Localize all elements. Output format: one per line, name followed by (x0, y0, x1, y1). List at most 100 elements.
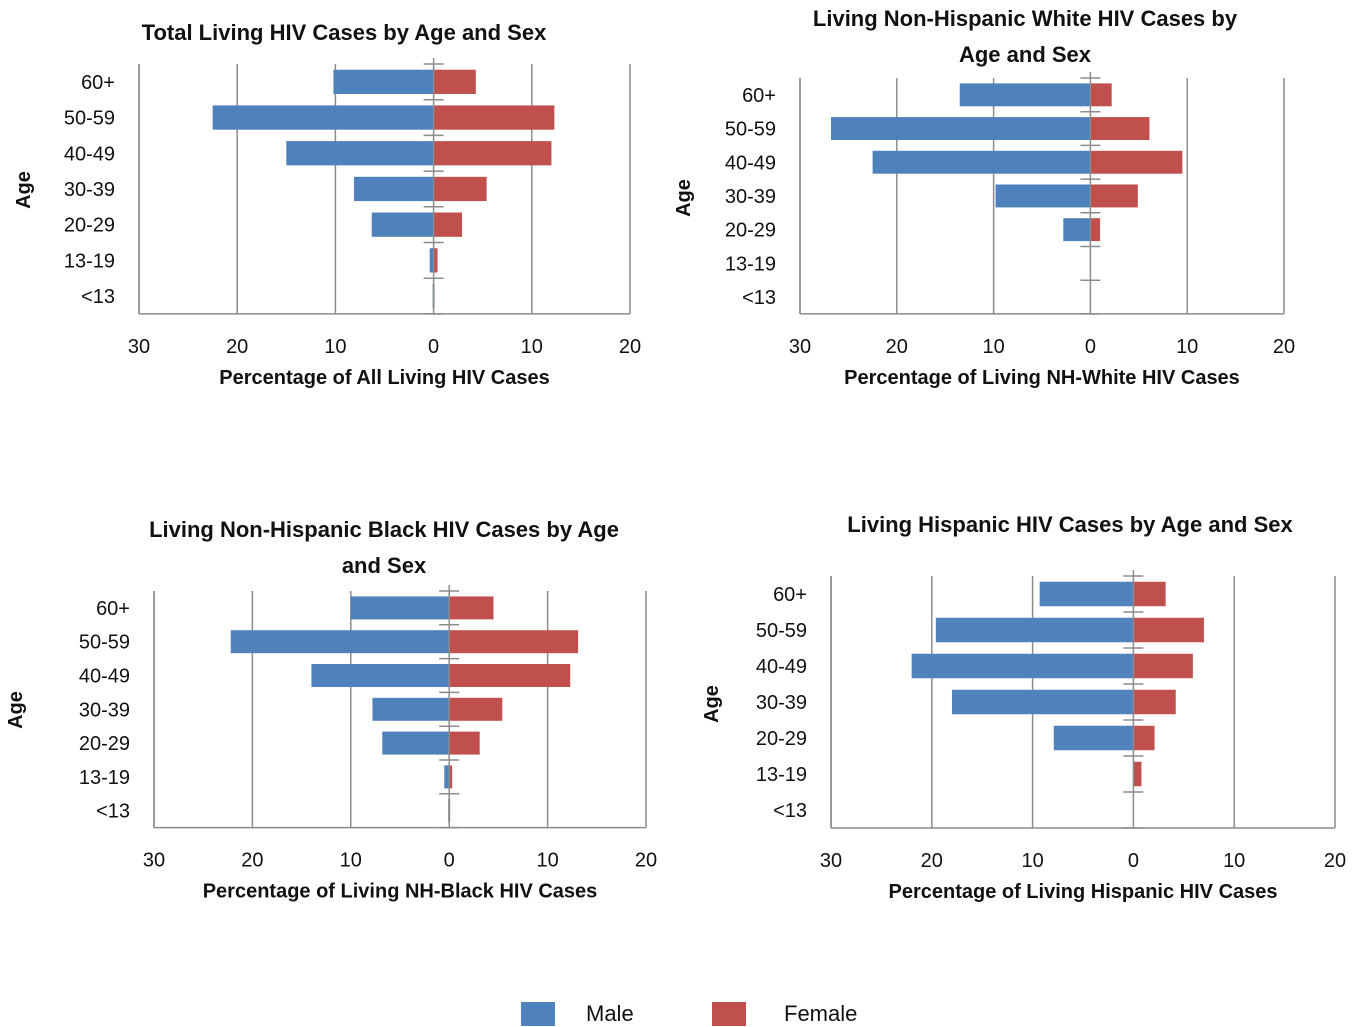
y-tick-label: <13 (96, 801, 130, 823)
y-tick-label: 60+ (96, 598, 130, 620)
x-tick-label: 10 (521, 336, 543, 358)
bar-female-50-59 (1133, 617, 1204, 643)
bar-female-60+ (1090, 83, 1112, 107)
bar-male-30-39 (951, 689, 1134, 715)
y-tick-label: 40-49 (79, 666, 130, 688)
x-axis-title: Percentage of All Living HIV Cases (219, 367, 549, 389)
bar-male-50-59 (212, 105, 434, 130)
y-tick-label: 50-59 (79, 632, 130, 654)
bar-male-30-39 (354, 176, 434, 202)
bar-male-60+ (350, 596, 450, 620)
x-tick-label: 0 (1085, 336, 1096, 358)
y-tick-label: 60+ (742, 85, 776, 107)
chart-2: 60+ 50-59 40-49 30-39 20-29 13-19 <13 30 20 10 0 10… (673, 6, 1295, 389)
x-tick-label: 30 (143, 850, 165, 872)
x-tick-label: 20 (921, 850, 943, 872)
x-tick-label: 30 (820, 850, 842, 872)
bar-male-40-49 (311, 664, 450, 687)
bar-female-30-39 (1133, 689, 1176, 715)
bar-male-60+ (959, 83, 1091, 107)
x-tick-label: 10 (1176, 336, 1198, 358)
x-tick-label: 20 (226, 336, 248, 358)
y-tick-label: 20-29 (64, 215, 115, 237)
y-tick-label: <13 (742, 287, 776, 309)
x-tick-label: 0 (1128, 850, 1139, 872)
legend-swatch-male (521, 1002, 555, 1026)
legend: Male Female (521, 1001, 857, 1026)
x-tick-label: 20 (619, 336, 641, 358)
bar-female-40-49 (1090, 150, 1183, 174)
y-tick-label: 60+ (81, 72, 115, 94)
y-tick-label: 30-39 (79, 699, 130, 721)
x-tick-label: 10 (340, 850, 362, 872)
y-tick-label: 50-59 (725, 119, 776, 141)
x-axis-title: Percentage of Living NH-White HIV Cases (844, 367, 1240, 389)
legend-label-male: Male (586, 1001, 634, 1026)
bar-male-40-49 (286, 141, 434, 166)
bar-female-20-29 (1133, 725, 1155, 751)
bar-male-50-59 (830, 117, 1091, 141)
x-tick-label: 10 (536, 850, 558, 872)
y-tick-label: 50-59 (64, 108, 115, 130)
x-tick-label: 0 (444, 850, 455, 872)
chart-4: 60+ 50-59 40-49 30-39 20-29 13-19 <13 30 20 10 0 10… (701, 512, 1346, 903)
bar-female-60+ (433, 69, 476, 94)
bar-male-20-29 (371, 212, 434, 237)
bar-male-50-59 (230, 630, 450, 654)
bar-male-40-49 (911, 653, 1134, 679)
bar-male-60+ (333, 69, 434, 94)
y-tick-label: 40-49 (756, 656, 807, 678)
x-tick-label: 10 (1223, 850, 1245, 872)
chart-3: 60+ 50-59 40-49 30-39 20-29 13-19 <13 30 20 10 0 10… (5, 517, 657, 903)
x-tick-label: 10 (324, 336, 346, 358)
bar-female-13-19 (1133, 761, 1142, 787)
bar-female-40-49 (449, 664, 571, 687)
bar-female-40-49 (433, 141, 552, 166)
bar-female-20-29 (449, 731, 480, 755)
y-axis-title: Age (13, 171, 35, 209)
y-tick-label: 13-19 (725, 253, 776, 275)
x-tick-label: 0 (428, 336, 439, 358)
y-tick-label: <13 (773, 800, 807, 822)
x-tick-label: 10 (1021, 850, 1043, 872)
x-tick-label: 20 (241, 850, 263, 872)
chart-title: Living Non-Hispanic White HIV Cases by (813, 6, 1238, 31)
legend-label-female: Female (784, 1001, 857, 1026)
y-tick-label: 50-59 (756, 620, 807, 642)
bar-male-20-29 (1053, 725, 1134, 751)
bar-male-30-39 (372, 697, 450, 721)
bar-male-13-19 (429, 248, 434, 273)
chart-title: Living Non-Hispanic Black HIV Cases by A… (149, 517, 619, 542)
bar-male-60+ (1039, 581, 1134, 607)
chart-title: and Sex (342, 553, 427, 578)
x-tick-label: 30 (128, 336, 150, 358)
y-tick-label: <13 (81, 286, 115, 308)
y-tick-label: 60+ (773, 584, 807, 606)
y-axis-title: Age (673, 179, 695, 217)
legend-swatch-female (712, 1002, 746, 1026)
bar-male-20-29 (382, 731, 450, 755)
y-axis-title: Age (701, 685, 723, 723)
bar-female-30-39 (1090, 184, 1138, 208)
y-tick-label: 40-49 (64, 143, 115, 165)
bar-female-13-19 (433, 248, 438, 273)
bar-female-50-59 (433, 105, 555, 130)
y-tick-label: 30-39 (725, 186, 776, 208)
y-tick-label: 20-29 (79, 733, 130, 755)
bar-female-50-59 (449, 630, 579, 654)
bar-female-13-19 (449, 765, 453, 789)
x-tick-label: 20 (635, 850, 657, 872)
bar-female-60+ (449, 596, 494, 620)
bar-male-50-59 (935, 617, 1134, 643)
bar-male-40-49 (872, 150, 1091, 174)
bar-male-20-29 (1063, 218, 1091, 242)
y-tick-label: 13-19 (64, 250, 115, 272)
y-tick-label: 20-29 (725, 220, 776, 242)
bar-female-40-49 (1133, 653, 1193, 679)
bar-female-60+ (1133, 581, 1166, 607)
bar-female-20-29 (433, 212, 463, 237)
y-tick-label: 20-29 (756, 728, 807, 750)
bar-male-30-39 (995, 184, 1091, 208)
bar-male-13-19 (444, 765, 450, 789)
